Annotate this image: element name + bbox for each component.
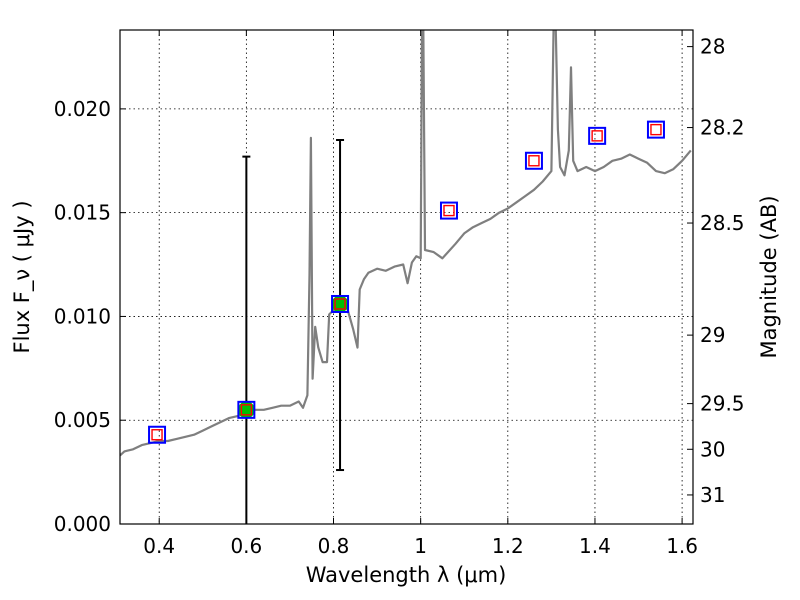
y-axis-label: Flux F_ν ( μJy ) — [10, 200, 35, 353]
right-tick-label: 28 — [700, 35, 725, 59]
right-tick-label: 30 — [700, 437, 725, 461]
model-photometry-inner-box — [240, 404, 253, 416]
x-tick-label: 1.4 — [579, 534, 611, 558]
y-tick-label: 0.005 — [54, 408, 111, 432]
model-photometry-box — [331, 294, 350, 313]
model-photometry-box — [148, 425, 167, 444]
observed-point — [331, 295, 349, 313]
y-tick-label: 0.015 — [54, 201, 111, 225]
right-ticks: 28 28.2 28.5 29 29.5 30 31 — [687, 35, 745, 507]
y-tick-label: 0.010 — [54, 304, 111, 328]
right-tick-label: 31 — [700, 483, 725, 507]
x-tick-label: 1.2 — [492, 534, 524, 558]
x-axis-label: Wavelength λ (μm) — [306, 563, 507, 587]
observed-points — [237, 295, 349, 419]
right-tick-label: 28.2 — [700, 116, 745, 140]
y-ticks: 0.000 0.005 0.010 0.015 0.020 — [54, 97, 126, 536]
y-tick-label: 0.000 — [54, 512, 111, 536]
right-axis-label: Magnitude (AB) — [757, 195, 781, 358]
model-photometry-box — [524, 151, 543, 170]
model-photometry-inner-box — [528, 155, 540, 167]
x-tick-label: 0.4 — [143, 534, 175, 558]
x-tick-label: 1 — [414, 534, 427, 558]
model-photometry-inner-box — [591, 130, 603, 142]
x-tick-label: 0.6 — [230, 534, 262, 558]
sed-series-line — [120, 30, 692, 457]
model-photometry-inner-box — [443, 204, 455, 217]
model-photometry-box — [237, 400, 256, 419]
model-photometry-box — [646, 120, 665, 139]
right-tick-label: 28.5 — [700, 211, 745, 235]
model-photometry-box — [439, 201, 458, 220]
right-tick-label: 29.5 — [700, 392, 745, 416]
observed-point — [237, 401, 255, 419]
y-tick-label: 0.020 — [54, 97, 111, 121]
model-photometry-box — [588, 126, 607, 145]
model-photometry-inner-box — [334, 298, 346, 310]
right-tick-label: 29 — [700, 323, 725, 347]
sed-line-layer — [120, 30, 692, 457]
model-photometry — [148, 120, 665, 444]
model-photometry-inner-box — [151, 429, 163, 441]
x-tick-label: 1.6 — [666, 534, 698, 558]
model-photometry-inner-box — [650, 123, 662, 136]
plot-frame — [119, 29, 694, 525]
x-tick-label: 0.8 — [318, 534, 350, 558]
x-ticks: 0.4 0.6 0.8 1 1.2 1.4 1.6 — [143, 30, 698, 558]
